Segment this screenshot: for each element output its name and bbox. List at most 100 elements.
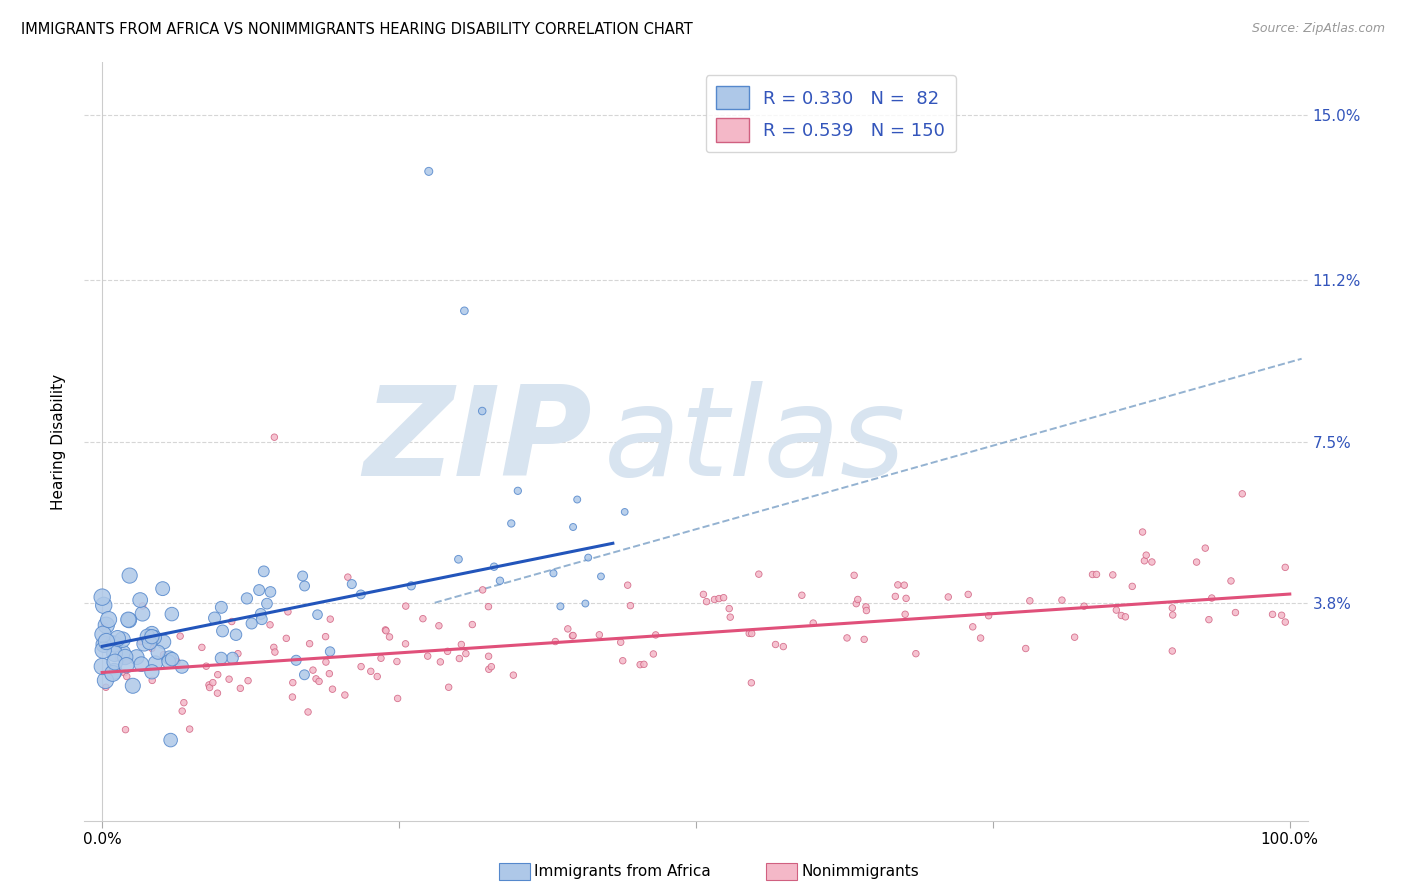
Point [115, 669, 138, 683]
Point [250, 612, 273, 626]
Point [321, 682, 343, 697]
Point [281, 675, 304, 690]
Point [103, 637, 125, 651]
Point [385, 655, 408, 669]
Point [957, 587, 980, 601]
Point [305, 672, 328, 686]
Point [394, 637, 416, 651]
Point [1111, 608, 1133, 623]
Point [375, 624, 398, 638]
Point [281, 690, 304, 704]
Point [1105, 603, 1128, 617]
Point [207, 667, 229, 681]
Point [613, 505, 636, 519]
Point [1101, 568, 1123, 582]
Point [936, 590, 959, 604]
Point [418, 164, 440, 178]
Point [145, 656, 167, 670]
Point [482, 559, 505, 574]
Point [835, 631, 858, 645]
Point [94, 680, 117, 694]
Point [93, 619, 115, 633]
Point [191, 640, 214, 655]
Point [157, 655, 180, 669]
Point [790, 588, 813, 602]
Point [643, 647, 665, 661]
Point [1018, 594, 1040, 608]
Point [1201, 591, 1223, 605]
Point [1198, 613, 1220, 627]
Point [1194, 541, 1216, 555]
Point [1050, 593, 1073, 607]
Point [1274, 560, 1296, 574]
Point [111, 632, 134, 647]
Point [489, 574, 512, 588]
Point [1081, 567, 1104, 582]
Point [772, 640, 794, 654]
Point [589, 569, 612, 583]
Point [718, 610, 741, 624]
Point [447, 552, 470, 566]
Point [107, 650, 129, 665]
Point [887, 578, 910, 592]
Point [118, 613, 141, 627]
Point [91, 659, 114, 673]
Point [146, 645, 169, 659]
Point [256, 597, 278, 611]
Point [846, 592, 869, 607]
Point [977, 608, 1000, 623]
Point [218, 672, 240, 686]
Point [129, 634, 152, 648]
Point [471, 404, 494, 418]
Point [307, 607, 329, 622]
Point [198, 681, 221, 695]
Point [209, 651, 232, 665]
Point [294, 579, 316, 593]
Point [129, 593, 152, 607]
Point [285, 653, 308, 667]
Point [131, 657, 153, 672]
Point [350, 659, 373, 673]
Point [707, 591, 730, 606]
Point [855, 599, 877, 614]
Point [1133, 554, 1156, 568]
Point [96, 618, 118, 632]
Point [136, 629, 159, 643]
Point [225, 628, 247, 642]
Point [501, 516, 523, 531]
Point [576, 550, 599, 565]
Point [543, 566, 565, 581]
Point [567, 492, 589, 507]
Point [692, 587, 714, 601]
Point [141, 665, 163, 679]
Point [412, 612, 434, 626]
Point [1161, 607, 1184, 622]
Point [259, 617, 281, 632]
Point [479, 659, 502, 673]
Point [160, 652, 183, 666]
Point [477, 599, 499, 614]
Point [437, 680, 460, 694]
Point [461, 617, 484, 632]
Point [264, 645, 287, 659]
Point [169, 629, 191, 643]
Point [117, 613, 139, 627]
Point [1063, 630, 1085, 644]
Point [229, 681, 252, 696]
Point [277, 605, 299, 619]
Point [141, 630, 163, 644]
Point [141, 673, 163, 688]
Point [616, 578, 638, 592]
Point [96, 634, 118, 648]
Point [138, 635, 160, 649]
Point [125, 650, 148, 665]
Point [855, 603, 877, 617]
Point [236, 591, 259, 606]
Point [502, 668, 524, 682]
Point [1114, 610, 1136, 624]
Point [104, 655, 127, 669]
Point [114, 723, 136, 737]
Point [226, 647, 249, 661]
Point [427, 619, 450, 633]
Point [253, 565, 276, 579]
